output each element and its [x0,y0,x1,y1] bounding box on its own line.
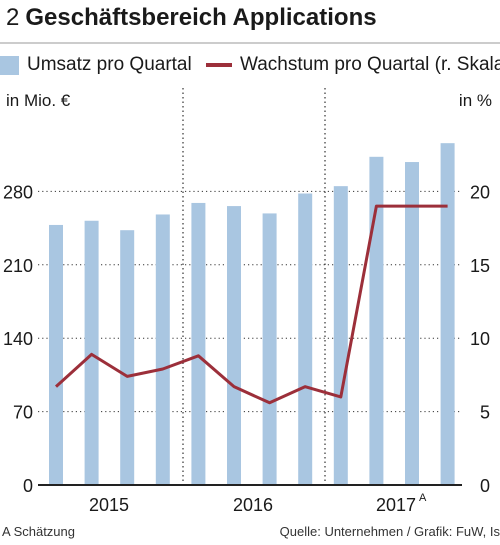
chart-title-text: Geschäftsbereich Applications [25,4,377,31]
bar-7 [262,213,277,486]
right-tick-label: 20 [470,182,490,202]
year-note-marker: A [419,492,427,504]
left-tick-label: 70 [13,403,33,423]
right-axis-unit: in % [458,91,492,110]
legend-line-swatch [206,63,232,67]
footer-source: Quelle: Unternehmen / Grafik: FuW, Is [279,524,500,539]
legend-item-revenue: Umsatz pro Quartal [0,54,192,76]
bar-6 [227,206,241,485]
left-tick-label: 140 [3,329,33,349]
legend-label-revenue: Umsatz pro Quartal [27,54,192,75]
left-tick-label: 210 [3,256,33,276]
right-tick-label: 5 [480,403,490,423]
legend-bar-swatch [0,55,19,75]
year-label-2016: 2016 [233,495,273,515]
bar-8 [298,193,313,486]
growth-line [54,204,448,405]
right-tick-label: 10 [470,329,490,349]
bar-1 [49,224,63,485]
chart-title: 2 Geschäftsbereich Applications [6,4,377,32]
bar-3 [120,230,135,485]
right-tick-label: 15 [470,256,490,276]
bar-10 [369,156,384,485]
chart-number: 2 [6,4,20,31]
legend-item-growth: Wachstum pro Quartal (r. Skala) [206,54,500,76]
left-tick-label: 280 [3,182,33,202]
right-tick-label: 0 [480,476,490,496]
bar-12 [440,143,455,485]
bar-11 [405,162,419,486]
year-label-2015: 2015 [89,495,129,515]
legend-label-growth: Wachstum pro Quartal (r. Skala) [240,54,500,75]
year-label-2017: 2017 [376,495,416,515]
footer-note: A Schätzung [2,524,75,539]
bar-4 [155,214,170,485]
bar-5 [191,202,206,486]
legend: Umsatz pro Quartal Wachstum pro Quartal … [0,54,500,82]
left-axis-unit: in Mio. € [6,91,71,110]
left-tick-label: 0 [23,476,33,496]
bar-9 [333,186,348,485]
